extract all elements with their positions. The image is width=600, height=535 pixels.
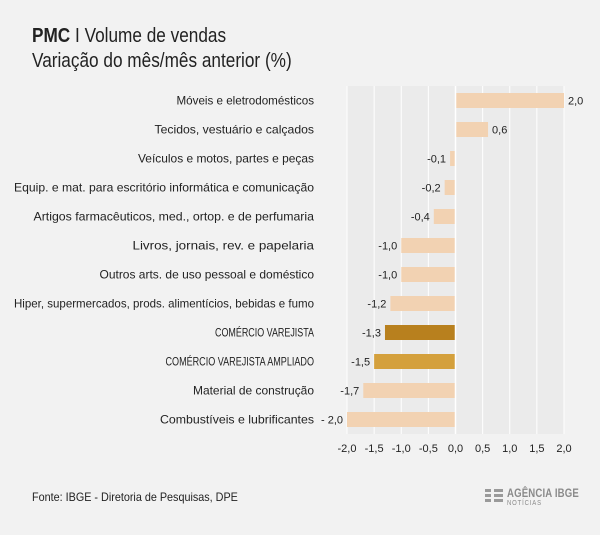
data-label: -0,1 <box>427 154 446 166</box>
brand-label: PMC <box>32 25 71 47</box>
category-label: Móveis e eletrodomésticos <box>177 94 315 108</box>
chart-title: PMC I Volume de vendas <box>32 24 226 48</box>
category-label: Livros, jornais, rev. e papelaria <box>133 239 315 253</box>
data-label: -1,0 <box>378 270 397 282</box>
data-label: -1,0 <box>378 241 397 253</box>
category-label: Veículos e motos, partes e peças <box>138 152 314 166</box>
bar <box>450 151 456 166</box>
bar <box>401 267 456 282</box>
bar <box>401 238 456 253</box>
category-label: COMÉRCIO VAREJISTA AMPLIADO <box>166 354 315 369</box>
x-tick-label: -0,5 <box>419 443 438 455</box>
bar <box>455 93 564 108</box>
x-tick-label: -1,5 <box>365 443 384 455</box>
chart-subtitle: Variação do mês/mês anterior (%) <box>32 50 292 72</box>
bar-chart: Móveis e eletrodomésticos 2,0 Tecidos, ves… <box>14 86 583 455</box>
logo-sub: NOTÍCIAS <box>507 500 542 507</box>
data-label: -0,4 <box>411 212 430 224</box>
bar <box>384 325 456 340</box>
category-label: Combustíveis e lubrificantes <box>160 413 314 427</box>
data-label: -1,3 <box>362 328 381 340</box>
data-label: -0,2 <box>422 183 441 195</box>
bar <box>363 383 456 398</box>
title-separator: I <box>75 25 80 47</box>
category-label: Artigos farmacêuticos, med., ortop. e de… <box>34 210 315 224</box>
x-tick-label: 2,0 <box>556 443 571 455</box>
category-label: Material de construção <box>193 384 314 398</box>
x-tick-label: -2,0 <box>338 443 357 455</box>
data-label: 2,0 <box>568 96 583 108</box>
category-label: COMÉRCIO VAREJISTA <box>215 325 314 340</box>
x-tick-label: 0,5 <box>475 443 490 455</box>
data-label: -1,7 <box>340 386 359 398</box>
bar <box>444 180 456 195</box>
data-label: 0,6 <box>492 125 507 137</box>
data-label: -1,2 <box>367 299 386 311</box>
source-note: Fonte: IBGE - Diretoria de Pesquisas, DP… <box>32 490 238 504</box>
category-label: Tecidos, vestuário e calçados <box>155 123 315 137</box>
bar <box>374 354 456 369</box>
agencia-ibge-logo: AGÊNCIA IBGE NOTÍCIAS <box>485 484 579 512</box>
data-label: - 2,0 <box>321 415 343 427</box>
bar <box>455 122 489 137</box>
category-label: Outros arts. de uso pessoal e doméstico <box>100 268 315 282</box>
bar <box>390 296 456 311</box>
category-label: Hiper, supermercados, prods. alimentício… <box>14 297 314 311</box>
ibge-logo-icon <box>485 487 503 505</box>
x-tick-label: 1,0 <box>502 443 517 455</box>
x-tick-label: 0,0 <box>448 443 463 455</box>
category-label: Equip. e mat. para escritório informátic… <box>14 181 314 195</box>
bar <box>433 209 456 224</box>
bar <box>347 412 456 427</box>
x-tick-label: -1,0 <box>392 443 411 455</box>
logo-name: AGÊNCIA IBGE <box>507 486 579 500</box>
title-text: Volume de vendas <box>84 25 227 47</box>
x-tick-label: 1,5 <box>529 443 544 455</box>
data-label: -1,5 <box>351 357 370 369</box>
